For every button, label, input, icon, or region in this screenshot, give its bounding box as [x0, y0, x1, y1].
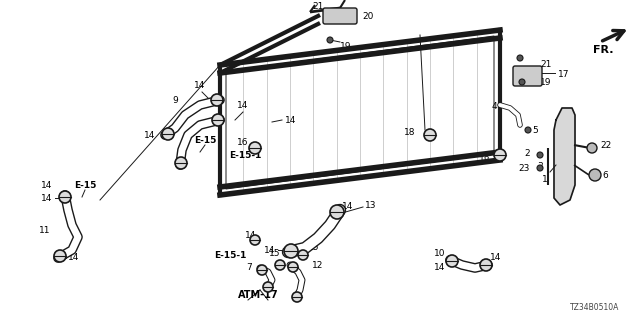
Text: E-15-1: E-15-1 [229, 150, 261, 159]
Text: 18: 18 [479, 156, 490, 164]
Text: 15: 15 [269, 249, 281, 258]
Text: 8: 8 [185, 109, 191, 118]
Circle shape [175, 157, 187, 169]
Text: 12: 12 [312, 260, 323, 269]
Text: 21: 21 [312, 2, 324, 11]
Text: 20: 20 [362, 12, 373, 21]
Text: 14: 14 [143, 131, 155, 140]
Text: 18: 18 [403, 127, 415, 137]
Circle shape [480, 259, 492, 271]
Circle shape [211, 94, 223, 106]
Text: 4: 4 [492, 102, 497, 111]
Text: E-15: E-15 [194, 135, 216, 145]
Text: 13: 13 [365, 201, 376, 210]
Text: 14: 14 [434, 263, 445, 273]
Circle shape [519, 79, 525, 85]
Circle shape [537, 152, 543, 158]
Text: 14: 14 [195, 81, 205, 90]
Text: 14: 14 [264, 245, 275, 254]
Text: FR.: FR. [593, 45, 614, 55]
Text: 7: 7 [246, 263, 252, 273]
Text: 10: 10 [433, 249, 445, 258]
Text: 14: 14 [285, 116, 296, 124]
Text: 14: 14 [490, 253, 501, 262]
Circle shape [284, 244, 298, 258]
Text: 3: 3 [537, 162, 543, 171]
Text: E-15-1: E-15-1 [214, 251, 246, 260]
Text: 19: 19 [540, 78, 552, 87]
Circle shape [288, 262, 298, 272]
FancyBboxPatch shape [323, 8, 357, 24]
Circle shape [537, 165, 543, 171]
Text: 14: 14 [237, 101, 249, 110]
Circle shape [162, 128, 174, 140]
Text: 14: 14 [40, 180, 52, 189]
Text: 14: 14 [40, 194, 52, 203]
Text: E-15: E-15 [74, 180, 96, 189]
Text: 5: 5 [532, 125, 538, 134]
Text: 6: 6 [602, 171, 608, 180]
Text: 2: 2 [524, 148, 530, 157]
Circle shape [249, 142, 261, 154]
Circle shape [54, 250, 66, 262]
FancyBboxPatch shape [513, 66, 542, 86]
Circle shape [263, 282, 273, 292]
Text: 14: 14 [342, 202, 353, 211]
Circle shape [525, 127, 531, 133]
Circle shape [424, 129, 436, 141]
Text: 16: 16 [237, 138, 248, 147]
Circle shape [298, 250, 308, 260]
Circle shape [212, 114, 224, 126]
Text: 15: 15 [308, 243, 319, 252]
Text: 21: 21 [540, 60, 552, 69]
Text: 14: 14 [245, 230, 257, 239]
Circle shape [494, 149, 506, 161]
Text: 11: 11 [38, 226, 50, 235]
Circle shape [327, 37, 333, 43]
Circle shape [589, 169, 601, 181]
Circle shape [517, 55, 523, 61]
Circle shape [275, 260, 285, 270]
Circle shape [250, 235, 260, 245]
Circle shape [587, 143, 597, 153]
Text: TZ34B0510A: TZ34B0510A [570, 303, 620, 312]
Text: 19: 19 [340, 42, 351, 51]
Circle shape [330, 205, 344, 219]
Text: 14: 14 [68, 253, 79, 262]
Circle shape [292, 292, 302, 302]
Text: 1: 1 [542, 175, 548, 184]
Circle shape [446, 255, 458, 267]
Text: 23: 23 [518, 164, 530, 172]
Polygon shape [554, 108, 575, 205]
Text: 22: 22 [600, 140, 611, 149]
Text: 9: 9 [172, 96, 178, 105]
Circle shape [59, 191, 71, 203]
Text: ATM-17: ATM-17 [237, 290, 278, 300]
Circle shape [257, 265, 267, 275]
Text: 17: 17 [558, 70, 570, 79]
